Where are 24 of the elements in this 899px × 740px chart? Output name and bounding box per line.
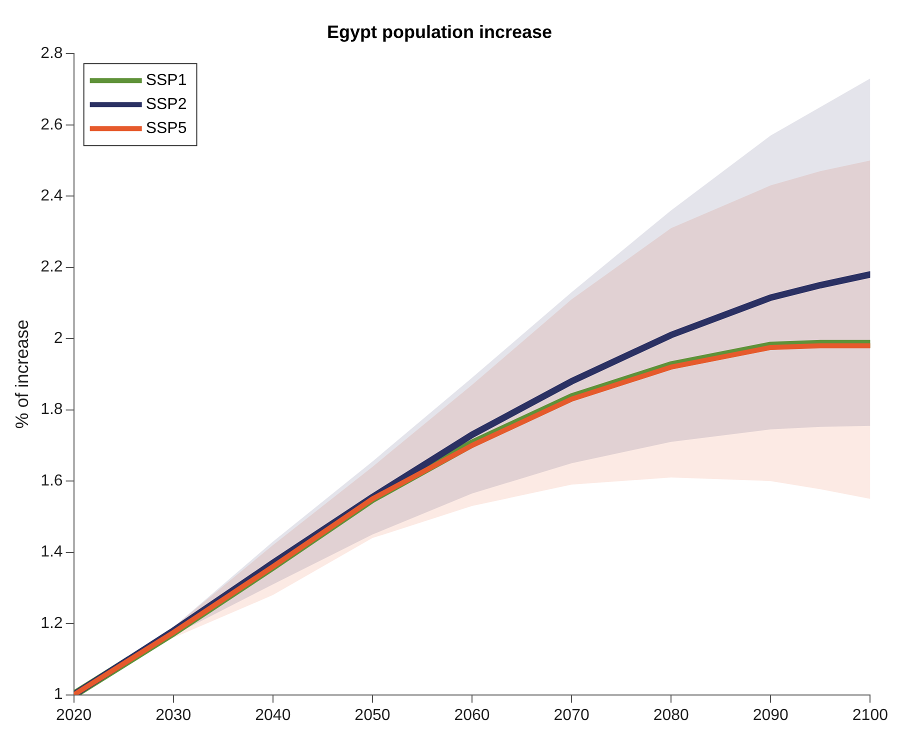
x-tick-label: 2100 (852, 706, 888, 724)
x-tick-label: 2090 (752, 706, 789, 724)
y-axis-title: % of increase (12, 320, 32, 429)
legend-label: SSP2 (146, 96, 187, 114)
y-tick-label: 1.8 (40, 401, 63, 418)
x-tick-label: 2020 (56, 706, 92, 724)
y-tick-label: 2.4 (40, 187, 63, 204)
x-tick-label: 2080 (653, 706, 690, 724)
y-tick-label: 1.4 (40, 544, 63, 561)
x-tick-label: 2050 (354, 706, 390, 724)
chart-title: Egypt population increase (326, 22, 552, 42)
x-tick-label: 2040 (255, 706, 291, 724)
y-tick-label: 2.6 (40, 116, 63, 134)
x-tick-label: 2070 (554, 706, 590, 724)
legend-label: SSP1 (146, 72, 187, 90)
y-tick-label: 1.2 (40, 614, 63, 632)
x-tick-label: 2060 (454, 706, 490, 724)
legend-label: SSP5 (146, 120, 187, 138)
y-tick-label: 2.8 (40, 45, 63, 62)
x-tick-label: 2030 (156, 706, 192, 724)
y-tick-label: 2.2 (40, 258, 63, 276)
y-tick-label: 1.6 (40, 472, 63, 490)
y-tick-label: 1 (54, 686, 63, 704)
y-tick-label: 2 (54, 330, 63, 347)
